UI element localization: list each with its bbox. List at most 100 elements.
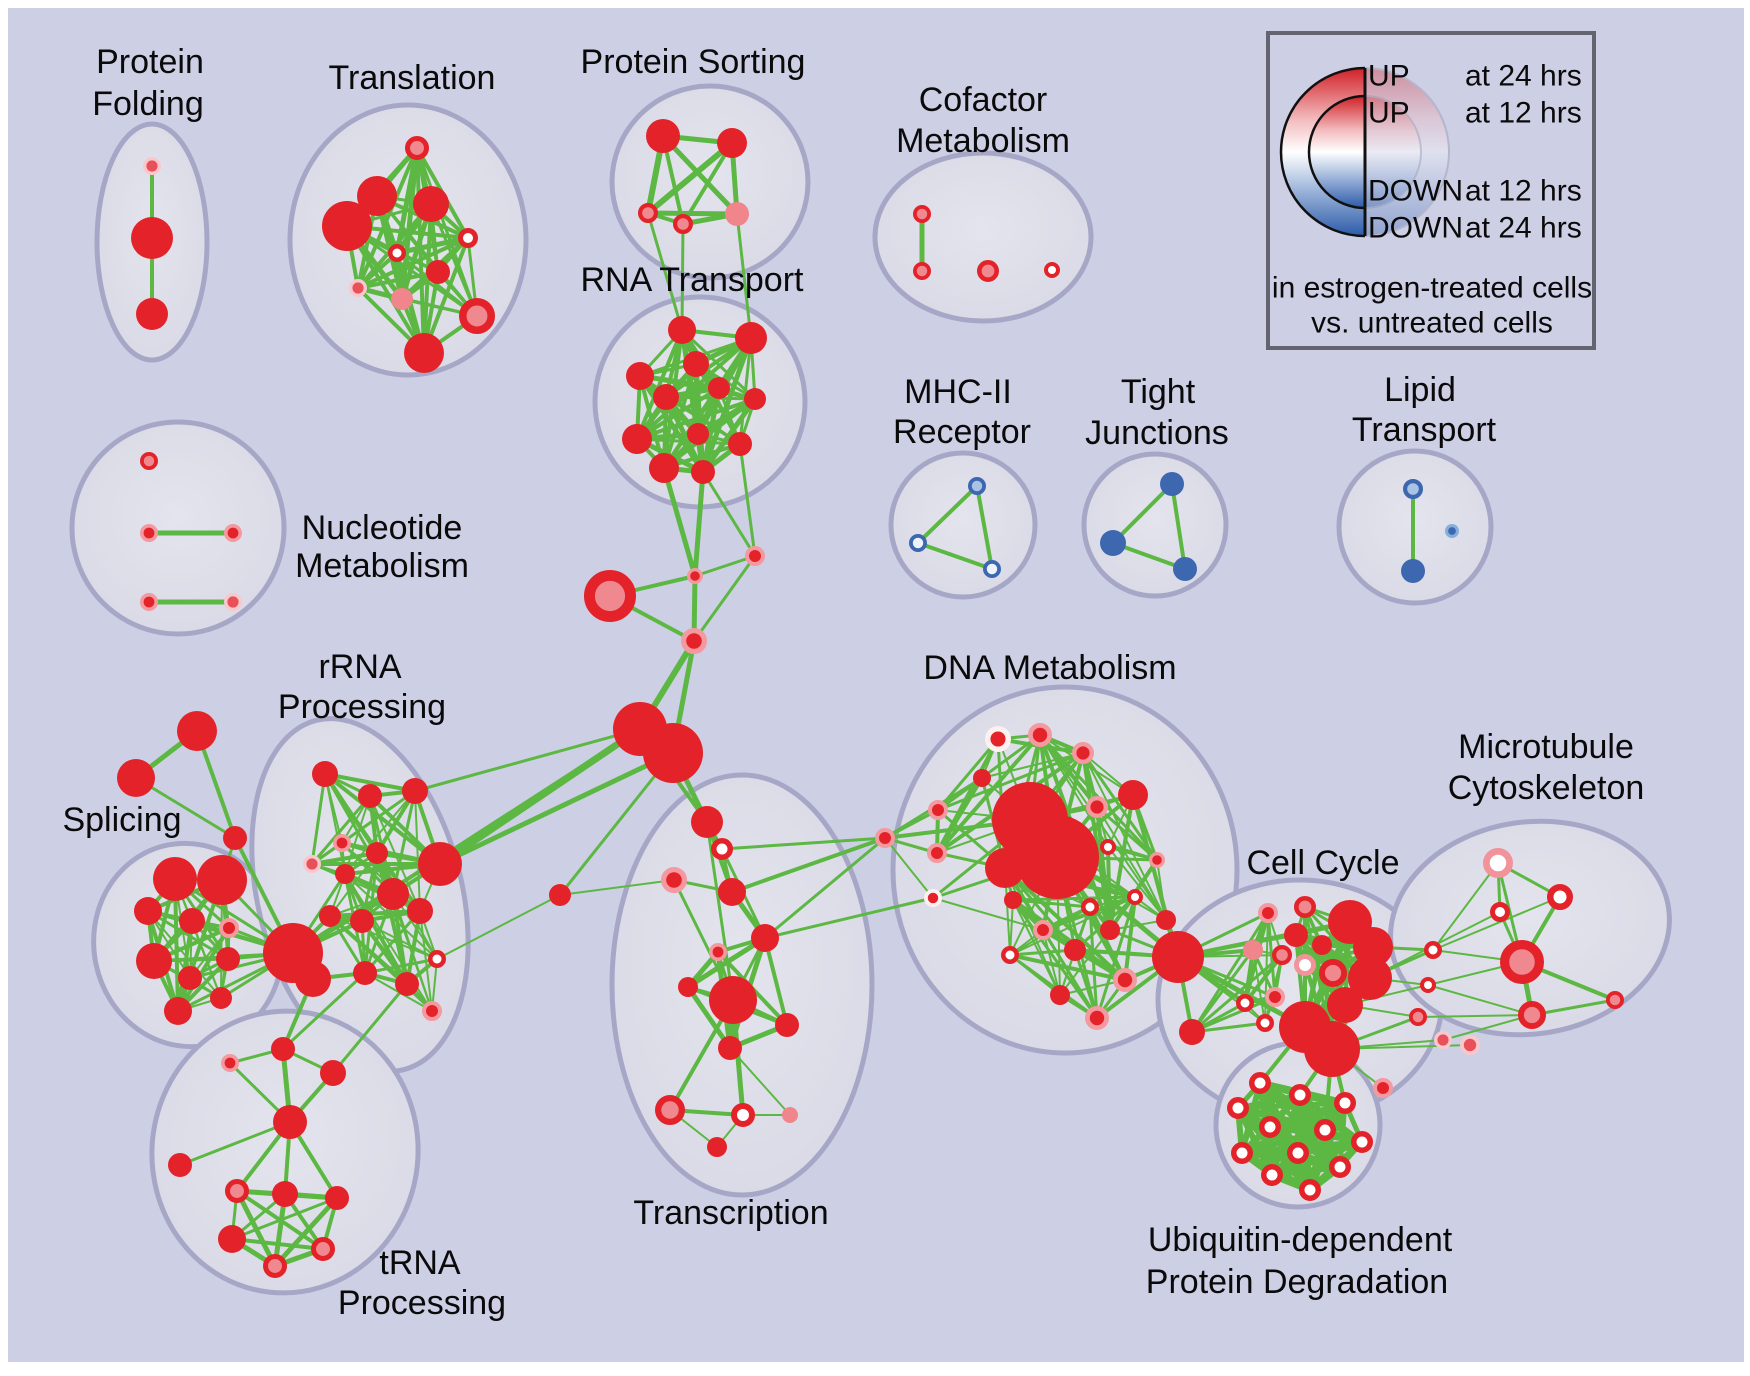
network-node — [402, 778, 428, 804]
network-node — [1227, 1097, 1249, 1119]
network-edge — [363, 957, 439, 975]
network-node — [1424, 941, 1442, 959]
network-edge — [884, 837, 934, 899]
network-node — [1490, 902, 1510, 922]
legend-direction-label: UP — [1368, 97, 1410, 130]
network-node — [1327, 987, 1363, 1023]
network-node — [622, 424, 652, 454]
cluster-label: MHC-II — [904, 373, 1012, 411]
cluster-label: Transcription — [633, 1194, 828, 1232]
network-node — [718, 878, 746, 906]
network-node — [377, 878, 409, 910]
network-node — [1100, 839, 1116, 855]
network-node — [745, 546, 765, 566]
legend-direction-label: DOWN — [1368, 212, 1463, 245]
cluster-label: rRNA — [318, 648, 401, 686]
network-node — [1231, 1142, 1253, 1164]
cluster-label: Protein Sorting — [581, 43, 806, 81]
network-edge — [735, 212, 753, 340]
network-node — [1318, 959, 1347, 988]
network-node — [717, 128, 747, 158]
network-edge — [413, 727, 642, 793]
network-node — [691, 806, 723, 838]
cluster-label: Nucleotide — [302, 509, 463, 547]
network-node — [1236, 994, 1254, 1012]
network-node — [224, 523, 243, 542]
network-node — [1148, 851, 1165, 868]
network-node — [312, 761, 338, 787]
network-edge — [344, 790, 416, 875]
network-edge — [356, 146, 419, 290]
network-edge — [230, 1196, 339, 1241]
network-node — [928, 800, 948, 820]
network-node — [164, 997, 192, 1025]
network-node — [1050, 985, 1070, 1005]
network-edge — [356, 270, 440, 290]
network-node — [1256, 1014, 1274, 1032]
cluster-label: tRNA — [379, 1244, 461, 1282]
network-edge — [1190, 911, 1270, 1034]
network-node — [224, 593, 243, 612]
cluster-label: Folding — [92, 85, 204, 123]
network-node — [1304, 1021, 1360, 1077]
cluster-label: DNA Metabolism — [923, 649, 1176, 687]
network-edge — [692, 554, 757, 643]
network-edge — [1011, 898, 1099, 1020]
network-node — [655, 1095, 686, 1126]
network-node — [668, 316, 696, 344]
network-node — [197, 855, 247, 905]
network-edge — [176, 919, 194, 1013]
network-node — [680, 627, 707, 654]
network-edge — [1427, 984, 1533, 1016]
network-node — [1334, 1092, 1356, 1114]
network-node — [1409, 1008, 1428, 1027]
network-edge — [645, 140, 735, 216]
network-node — [1004, 891, 1022, 909]
network-edge — [147, 910, 222, 999]
network-edge — [1011, 895, 1137, 902]
network-node — [646, 119, 680, 153]
network-node — [1033, 920, 1053, 940]
network-edge — [1096, 806, 1167, 921]
network-node — [422, 1001, 442, 1021]
network-edge — [1041, 928, 1099, 1020]
network-edge — [323, 772, 442, 866]
network-node — [731, 1103, 755, 1127]
network-edge — [763, 836, 887, 940]
network-node — [1258, 903, 1278, 923]
network-node — [1373, 1078, 1393, 1098]
cluster-labels: Protein Folding Translation Protein Sorting… — [62, 43, 1644, 1322]
network-node — [223, 826, 247, 850]
network-node — [1289, 1084, 1311, 1106]
network-node — [1156, 910, 1176, 930]
network-edge — [763, 936, 789, 1027]
network-edge — [329, 915, 438, 960]
network-node — [1179, 1019, 1205, 1045]
network-edge — [730, 836, 887, 894]
network-node — [1483, 848, 1513, 878]
network-node — [728, 432, 752, 456]
network-node — [1152, 931, 1204, 983]
network-node — [140, 523, 159, 542]
network-edge — [1432, 862, 1499, 951]
network-node — [927, 843, 947, 863]
network-node — [1517, 1001, 1546, 1030]
legend-time-label: at 24 hrs — [1465, 212, 1582, 245]
cluster-label: Transport — [1352, 411, 1497, 449]
network-node — [744, 388, 766, 410]
network-node — [216, 947, 240, 971]
cluster-tight-junctions — [1081, 451, 1229, 599]
network-node — [353, 961, 377, 985]
network-node — [332, 833, 351, 852]
network-node — [985, 848, 1025, 888]
network-edge — [281, 971, 367, 1051]
network-node — [1044, 262, 1060, 278]
cluster-label: Cell Cycle — [1246, 844, 1399, 882]
network-node — [725, 202, 749, 226]
network-node — [302, 855, 321, 874]
cluster-label: Processing — [338, 1284, 506, 1322]
cluster-label: Metabolism — [295, 547, 469, 585]
network-edge — [981, 752, 1084, 779]
network-node — [1351, 1131, 1373, 1153]
network-node — [272, 1181, 298, 1207]
